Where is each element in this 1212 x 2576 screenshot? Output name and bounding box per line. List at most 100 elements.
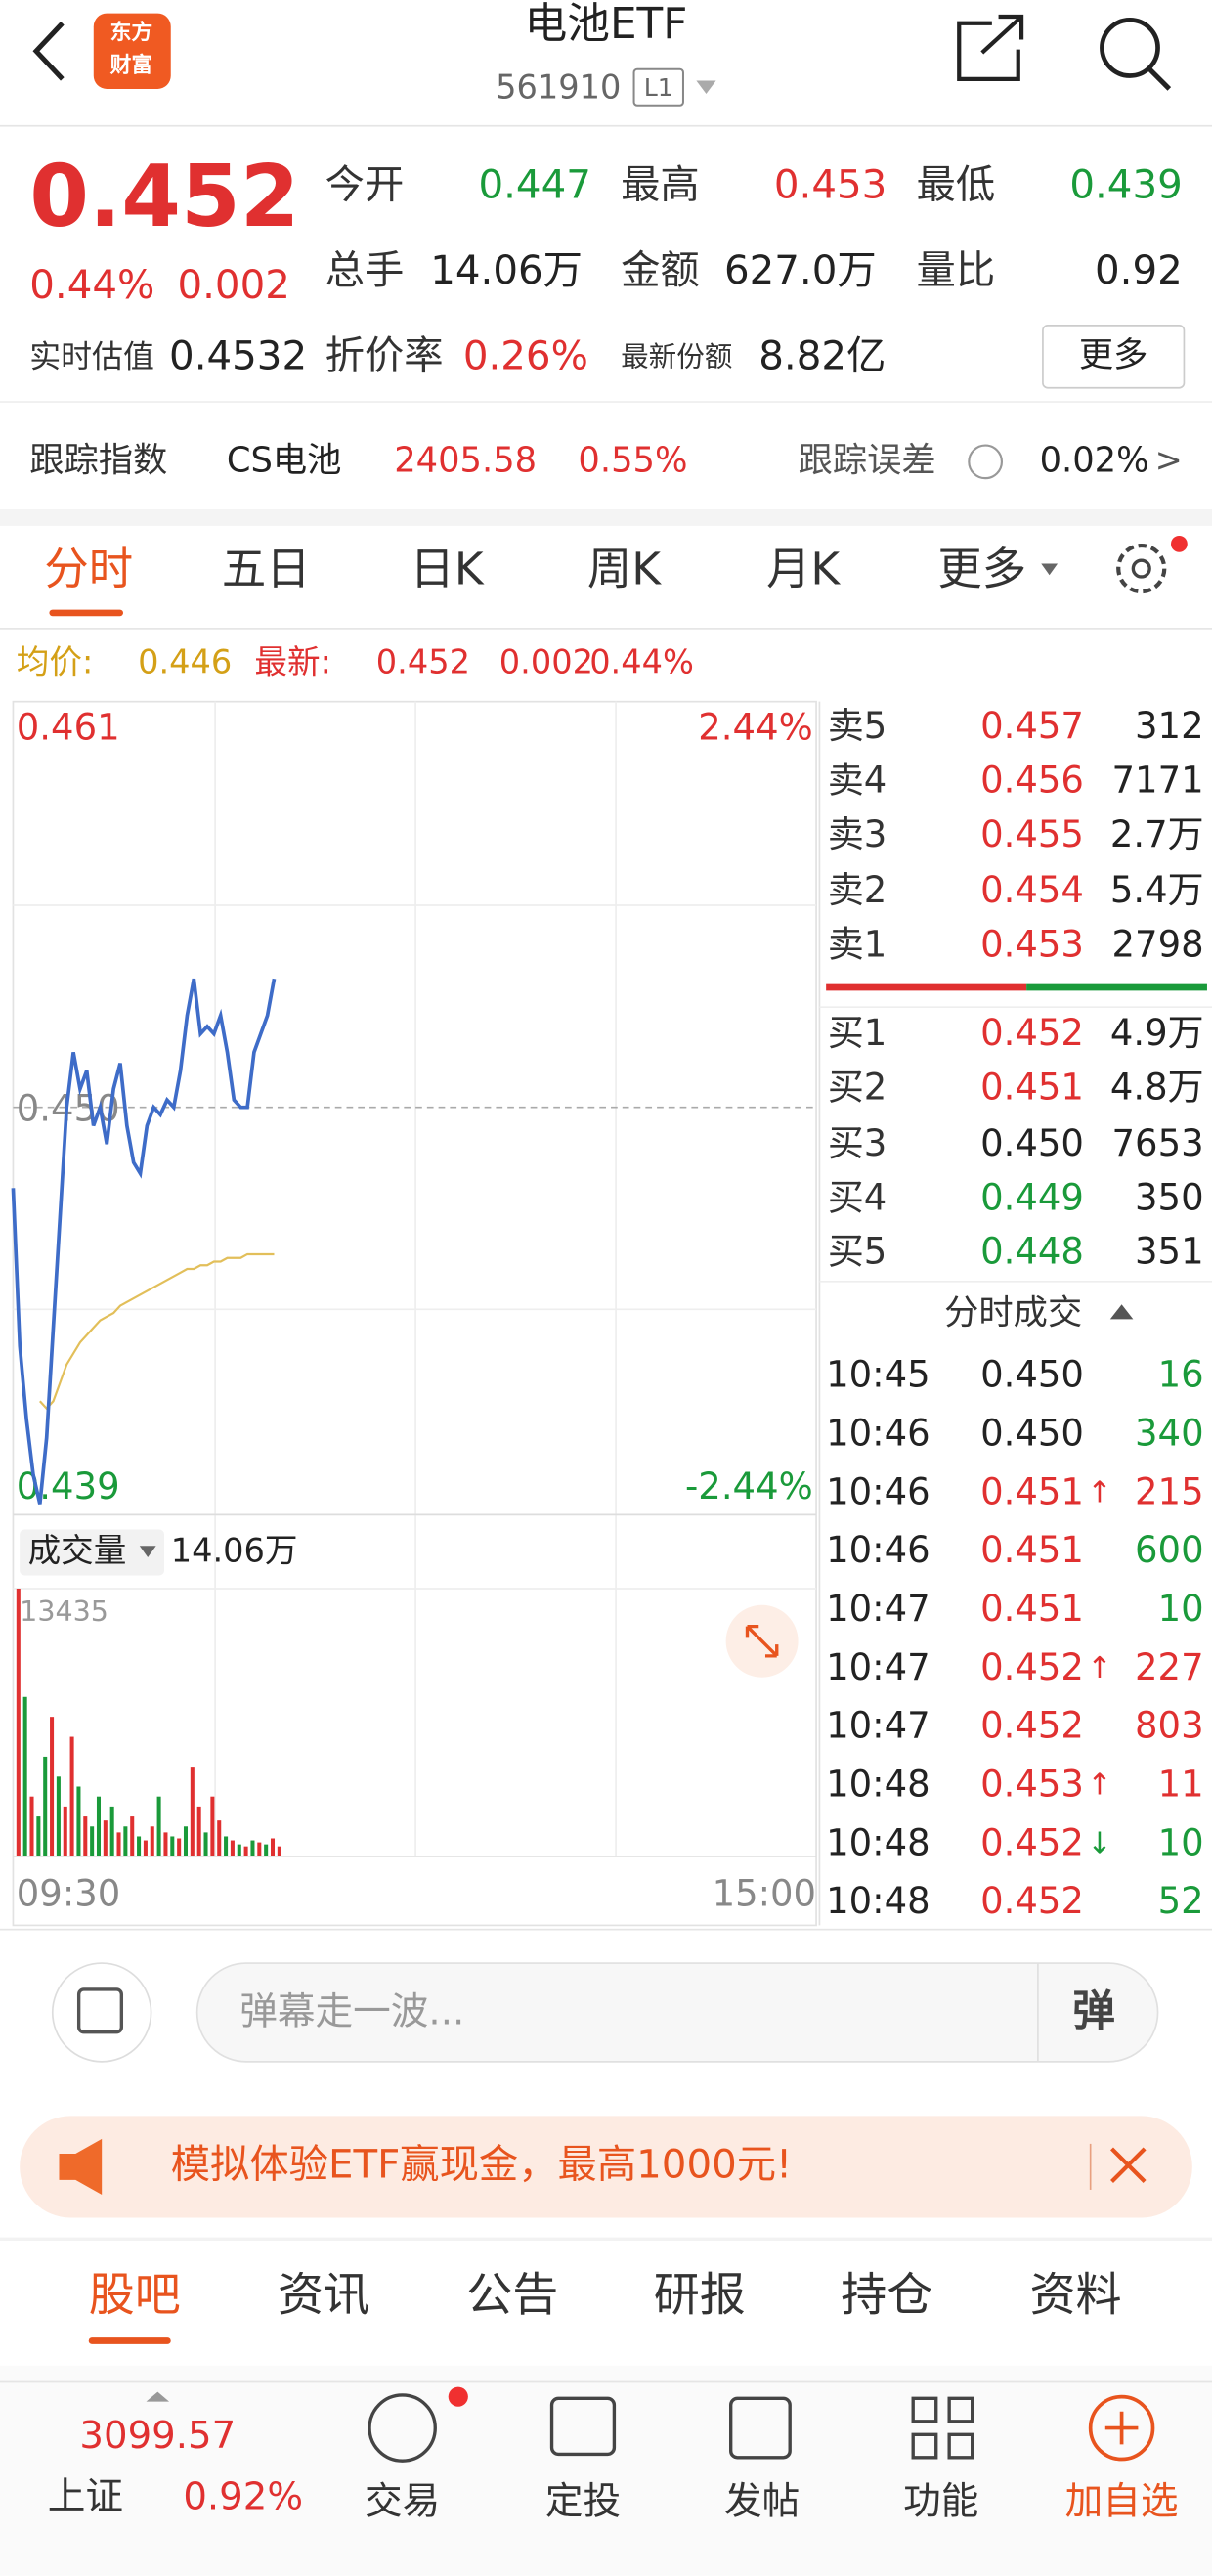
volume-label[interactable]: 成交量 — [28, 1532, 127, 1570]
comment-input[interactable] — [195, 1962, 1159, 2063]
nav-item[interactable]: 功能 — [903, 2479, 978, 2523]
collapse-icon[interactable] — [1109, 1304, 1134, 1320]
expand-icon[interactable] — [146, 2391, 170, 2402]
tracking-error-label: 跟踪误差 — [799, 440, 936, 480]
comment-icon — [76, 1987, 124, 2034]
order-volume: 7171 — [1112, 759, 1204, 801]
close-icon[interactable] — [1110, 2147, 1147, 2184]
trade-time: 10:46 — [826, 1413, 931, 1455]
more-button-label[interactable]: 更多 — [1079, 335, 1148, 375]
section-tab[interactable]: 持仓 — [841, 2268, 932, 2322]
volume-bar — [190, 1767, 195, 1856]
tracking-arrow[interactable]: > — [1155, 441, 1183, 479]
post-icon[interactable] — [729, 2396, 792, 2460]
volume-bar — [170, 1836, 175, 1856]
y-tick-label: 0.461 — [17, 707, 120, 749]
chart-tab[interactable]: 分时 — [44, 543, 133, 594]
title: 电池ETF — [525, 0, 688, 49]
megaphone-icon — [59, 2138, 103, 2195]
stat-label: 最高 — [621, 162, 700, 208]
latest-change: 0.002 — [499, 643, 593, 681]
trade-icon[interactable] — [368, 2393, 437, 2463]
stat-label: 今开 — [325, 162, 405, 208]
invest-icon[interactable] — [549, 2396, 617, 2457]
section-tab[interactable]: 资料 — [1030, 2268, 1122, 2322]
chart-tab[interactable]: 更多 — [937, 543, 1026, 594]
search-icon-handle — [1147, 66, 1172, 91]
danmaku-button[interactable]: 弹 — [1072, 1987, 1115, 2036]
volume-bar — [76, 1786, 81, 1856]
order-label: 买2 — [828, 1067, 887, 1109]
chart-tab[interactable]: 五日 — [222, 543, 311, 594]
latest-value: 0.452 — [376, 643, 470, 681]
settings-icon-core — [1131, 558, 1151, 579]
notification-dot — [448, 2386, 468, 2407]
chart-tab[interactable]: 周K — [587, 543, 662, 594]
trade-volume: 340 — [1135, 1413, 1204, 1455]
banner[interactable] — [20, 2116, 1192, 2218]
order-label: 买4 — [828, 1176, 887, 1218]
pct-label: -2.44% — [685, 1465, 813, 1507]
banner-text[interactable]: 模拟体验ETF赢现金，最高1000元! — [171, 2141, 792, 2187]
order-price: 0.452 — [980, 1012, 1084, 1054]
stat-label: 最新份额 — [621, 339, 732, 372]
section-tab[interactable]: 股吧 — [89, 2268, 181, 2322]
trade-time: 10:47 — [826, 1588, 931, 1630]
avg-line — [39, 1252, 275, 1411]
divider — [0, 628, 1212, 630]
help-icon[interactable] — [968, 444, 1004, 480]
volume-bar — [210, 1796, 215, 1856]
tab-underline — [49, 609, 124, 617]
avg-value: 0.446 — [138, 643, 232, 681]
stat-value: 0.453 — [774, 162, 887, 208]
pct-label: 2.44% — [698, 707, 812, 749]
nav-item[interactable]: 加自选 — [1065, 2479, 1179, 2523]
volume-bar — [137, 1836, 142, 1856]
stat-label: 折价率 — [325, 332, 444, 378]
volume-bar — [123, 1826, 128, 1856]
stat-value: 8.82亿 — [758, 332, 886, 378]
volume-selector[interactable] — [20, 1529, 165, 1576]
nav-item[interactable]: 发帖 — [724, 2479, 800, 2523]
chart-tab[interactable]: 月K — [766, 543, 841, 594]
comment-placeholder[interactable]: 弹幕走一波... — [239, 1990, 464, 2034]
volume-bar — [109, 1806, 114, 1856]
dropdown-icon — [139, 1546, 156, 1558]
function-icon[interactable] — [911, 2396, 974, 2460]
more-button[interactable] — [1042, 325, 1186, 389]
trade-arrow: ↑ — [1087, 1768, 1111, 1802]
share-icon[interactable] — [957, 14, 1024, 81]
code: 561910 — [496, 67, 621, 106]
search-icon[interactable] — [1100, 18, 1160, 78]
order-label: 卖1 — [828, 924, 887, 966]
dropdown-icon[interactable] — [1041, 563, 1059, 576]
section-tab[interactable]: 研报 — [654, 2268, 746, 2322]
trade-time: 10:45 — [826, 1354, 931, 1396]
volume-bar — [116, 1832, 121, 1856]
comment-settings[interactable] — [51, 1962, 152, 2063]
stat-label: 金额 — [621, 247, 700, 293]
add-watchlist-icon[interactable] — [1088, 2394, 1155, 2462]
back-icon[interactable] — [32, 22, 65, 81]
nav-item[interactable]: 定投 — [545, 2479, 621, 2523]
order-label: 卖4 — [828, 759, 887, 801]
dropdown-icon[interactable] — [696, 80, 716, 94]
avg-label: 均价: — [17, 643, 94, 681]
trade-arrow: ↓ — [1087, 1826, 1111, 1860]
index-name: 上证 — [48, 2474, 123, 2518]
volume-bar — [36, 1816, 41, 1856]
tracking-value: 2405.58 — [394, 440, 537, 480]
volume-bar — [83, 1816, 88, 1856]
divider — [0, 509, 1212, 526]
trade-time: 10:48 — [826, 1821, 931, 1863]
stat-value: 627.0万 — [724, 247, 877, 293]
trade-time: 10:48 — [826, 1763, 931, 1805]
divider — [0, 2237, 1212, 2242]
settings-icon[interactable] — [1116, 543, 1167, 594]
section-tab[interactable]: 公告 — [466, 2268, 558, 2322]
section-tab[interactable]: 资讯 — [278, 2268, 369, 2322]
order-price: 0.449 — [980, 1176, 1084, 1218]
nav-item[interactable]: 交易 — [365, 2479, 440, 2523]
chart-tab[interactable]: 日K — [410, 543, 484, 594]
